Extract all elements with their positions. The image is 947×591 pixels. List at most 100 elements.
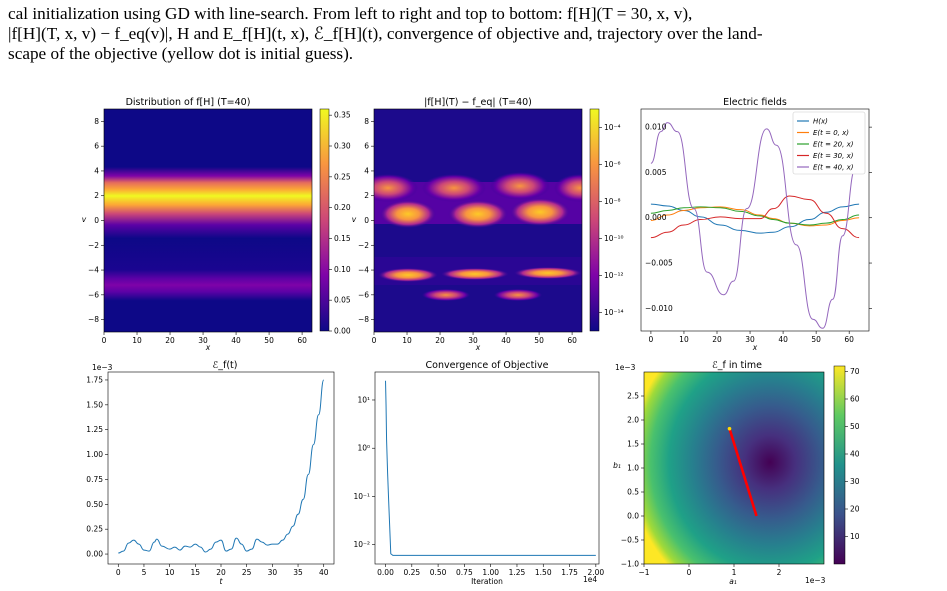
x-tick-label: 30 (198, 336, 208, 345)
plot-area (107, 371, 335, 565)
colorbar-tick-label: 0.10 (334, 265, 351, 274)
y-tick-label: 8 (364, 117, 369, 126)
y-tick-label: 10⁰ (357, 444, 370, 453)
x-tick-label: 60 (297, 336, 307, 345)
figure-caption: cal initialization using GD with line-se… (8, 4, 943, 64)
x-tick-label: 0 (372, 336, 377, 345)
y-tick-label: −8 (88, 315, 99, 324)
x-tick-label: 20 (165, 336, 175, 345)
colorbar-tick-label: 30 (850, 477, 860, 486)
x-tick-label: 40 (319, 568, 329, 577)
x-tick-label: 20 (712, 335, 722, 344)
y-tick-label: 0.0 (627, 512, 639, 521)
y-tick-label: 1.25 (86, 425, 103, 434)
series-line (650, 195, 860, 239)
legend-box (792, 111, 866, 175)
y-tick-label: −0.005 (645, 259, 673, 268)
chart-title: Distribution of f[H] (T=40) (126, 97, 251, 108)
chart-title: Convergence of Objective (426, 360, 549, 371)
landscape-panel: ℰ_f in time 1e−3 −1 0 1 2 2.5 2.0 1.5 1.0 0.5 0.0… (613, 360, 860, 586)
x-tick-label: 35 (293, 568, 303, 577)
caption-line-1: cal initialization using GD with line-se… (8, 4, 693, 23)
colorbar-tick-label: 10⁻¹⁰ (604, 234, 624, 243)
y-tick-label: 10¹ (357, 395, 370, 404)
y-tick-label: 8 (94, 117, 99, 126)
colorbar-tick-label: 0.30 (334, 142, 351, 151)
colorbar (589, 108, 600, 332)
x-tick-label: 10 (132, 336, 142, 345)
colorbar-tick-label: 40 (850, 450, 860, 459)
caption-line-2: |f[H](T, x, v) − f_eq(v)|, H and E_f[H](… (8, 24, 763, 43)
colorbar-tick-label: 10 (850, 532, 860, 541)
x-tick-label: 50 (264, 336, 274, 345)
colorbar-tick-label: 0.00 (334, 327, 351, 336)
x-tick-label: 1.25 (509, 568, 526, 577)
x-axis-label: x (205, 343, 211, 352)
colorbar (833, 365, 846, 565)
y-tick-label: 1.5 (627, 440, 639, 449)
x-tick-label: 30 (745, 335, 755, 344)
colorbar-tick-label: 70 (850, 367, 860, 376)
error-heatmap-panel: |f[H](T) − f_eq| (T=40) 0 10 20 30 40 50 60864… (352, 97, 624, 352)
x-tick-label: 20 (216, 568, 226, 577)
y-tick-label: 2.0 (627, 416, 639, 425)
x-tick-label: 1.00 (482, 568, 499, 577)
chart-title: ℰ_f(t) (213, 360, 238, 371)
x-tick-label: 10 (679, 335, 689, 344)
x-tick-label: 0.00 (377, 568, 394, 577)
colorbar-tick-label: 20 (850, 505, 860, 514)
y-tick-label: 4 (94, 166, 99, 175)
series-line (650, 206, 860, 227)
series-line (650, 206, 860, 226)
colorbar (319, 108, 330, 332)
y-tick-label: 0.00 (86, 550, 103, 559)
heatmap-error-pattern (374, 172, 582, 301)
y-tick-label: 0.75 (86, 475, 103, 484)
y-tick-label: −8 (358, 315, 369, 324)
y-tick-label: 0.000 (645, 213, 667, 222)
x-tick-label: 40 (231, 336, 241, 345)
y-tick-label: 1.0 (627, 464, 639, 473)
x-axis-label: Iteration (471, 577, 503, 586)
x-tick-label: 20 (435, 336, 445, 345)
colorbar-tick-label: 10⁻⁶ (604, 160, 621, 169)
y-tick-label: −6 (358, 290, 369, 299)
chart-title: Electric fields (723, 97, 787, 108)
colorbar-tick-label: 10⁻¹⁴ (604, 308, 624, 317)
x-tick-label: 40 (501, 336, 511, 345)
x-tick-label: 60 (844, 335, 854, 344)
colorbar-tick-label: 10⁻¹² (604, 271, 624, 280)
trajectory-line (728, 428, 758, 517)
y-tick-label: 2 (364, 191, 369, 200)
x-tick-label: 0 (649, 335, 654, 344)
heatmap-image (103, 108, 313, 333)
x-tick-label: 0 (116, 568, 121, 577)
distribution-heatmap-panel: Distribution of f[H] (T=40) 0 10 20 30 40 50 6… (82, 97, 351, 352)
chart-title: ℰ_f in time (712, 360, 762, 371)
colorbar-tick-label: 60 (850, 395, 860, 404)
colorbar-tick-label: 0.15 (334, 234, 351, 243)
x-tick-label: 1 (732, 568, 737, 577)
y-tick-label: −0.5 (621, 536, 639, 545)
y-tick-label: 6 (364, 142, 369, 151)
legend-entry: E(t = 0, x) (813, 129, 849, 137)
convergence-panel: Convergence of Objective 0.00 0.25 0.50 0.7… (353, 360, 604, 586)
y-tick-label: 10⁻¹ (353, 492, 370, 501)
y-tick-label: −4 (88, 266, 99, 275)
y-tick-label: 10⁻² (353, 540, 370, 549)
y-tick-label: −2 (88, 241, 99, 250)
y-tick-label: 0.010 (645, 123, 667, 132)
y-tick-label: 0 (364, 216, 369, 225)
x-tick-label: 60 (567, 336, 577, 345)
y-tick-label: 2.5 (627, 392, 639, 401)
y-tick-label: 0 (94, 216, 99, 225)
x-tick-label: 1.75 (561, 568, 578, 577)
legend-entry: E(t = 30, x) (813, 152, 854, 160)
energy-time-panel: ℰ_f(t) 1e−3 0 5 10 15 20 25 30 35 40 1.75 1.50 1.25… (86, 360, 335, 586)
y-axis-label: v (82, 215, 87, 224)
x-tick-label: 2.00 (587, 568, 604, 577)
x-tick-label: 25 (242, 568, 252, 577)
chart-title: |f[H](T) − f_eq| (T=40) (424, 97, 532, 108)
x-tick-label: −1 (638, 568, 649, 577)
offset-label: 1e4 (583, 575, 597, 584)
